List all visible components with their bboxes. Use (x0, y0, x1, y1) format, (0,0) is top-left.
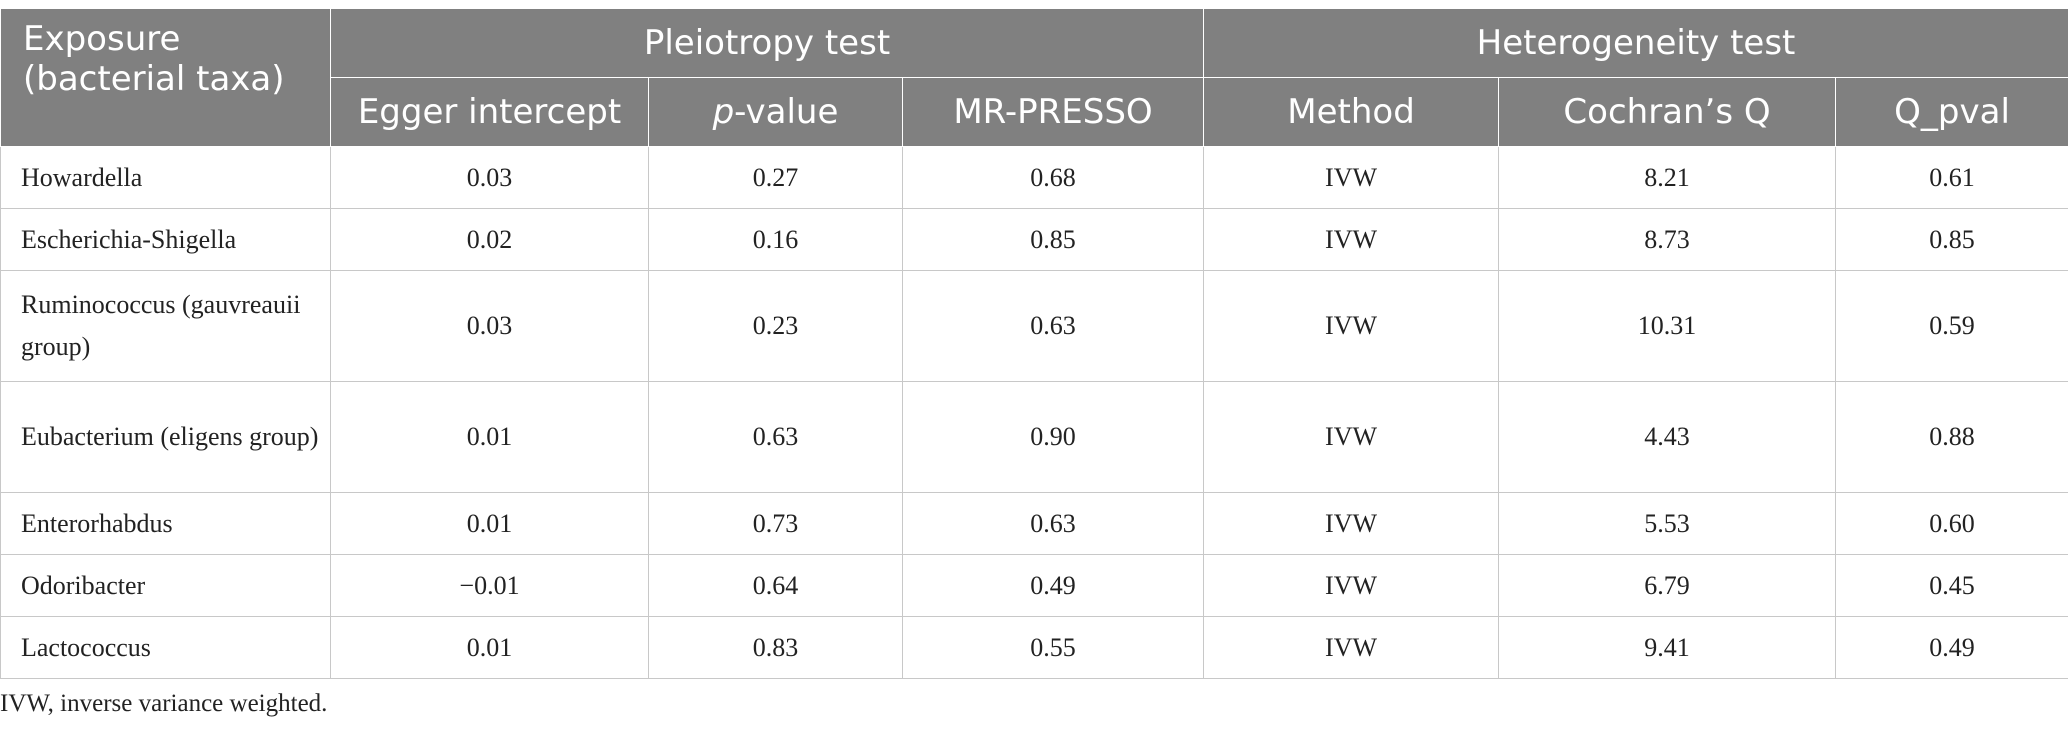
cell-p-value: 0.83 (648, 616, 903, 679)
cell-q-pval: 0.45 (1835, 554, 2068, 617)
cell-taxon: Odoribacter (0, 554, 331, 617)
cell-method: IVW (1203, 492, 1500, 555)
header-row-groups: Exposure (bacterial taxa) Pleiotropy tes… (0, 8, 2068, 147)
cell-q-pval: 0.88 (1835, 381, 2068, 493)
cell-cochrans-q: 9.41 (1498, 616, 1837, 679)
cell-mr-presso: 0.63 (901, 270, 1205, 382)
cell-mr-presso: 0.49 (901, 554, 1205, 617)
cell-egger: 0.03 (330, 270, 649, 382)
header-exposure: Exposure (bacterial taxa) (0, 8, 331, 147)
table-row: Lactococcus 0.01 0.83 0.55 IVW 9.41 0.49 (0, 616, 2068, 679)
cell-cochrans-q: 10.31 (1498, 270, 1837, 382)
table-row: Odoribacter −0.01 0.64 0.49 IVW 6.79 0.4… (0, 554, 2068, 617)
pleiotropy-heterogeneity-table: Exposure (bacterial taxa) Pleiotropy tes… (0, 8, 2068, 679)
cell-q-pval: 0.59 (1835, 270, 2068, 382)
cell-egger: 0.03 (330, 146, 649, 209)
table-row: Ruminococcus (gauvreauii group) 0.03 0.2… (0, 270, 2068, 382)
table-row: Eubacterium (eligens group) 0.01 0.63 0.… (0, 381, 2068, 493)
cell-mr-presso: 0.68 (901, 146, 1205, 209)
cell-q-pval: 0.61 (1835, 146, 2068, 209)
header-row-columns: Egger intercept p-value MR-PRESSO Method… (1, 77, 2068, 147)
table-footnote: IVW, inverse variance weighted. (0, 690, 328, 717)
cell-method: IVW (1203, 554, 1500, 617)
header-p-italic: p (712, 92, 735, 132)
cell-egger: 0.02 (330, 208, 649, 271)
table-header: Exposure (bacterial taxa) Pleiotropy tes… (0, 8, 2068, 147)
cell-method: IVW (1203, 616, 1500, 679)
cell-taxon: Lactococcus (0, 616, 331, 679)
cell-egger: 0.01 (330, 616, 649, 679)
cell-mr-presso: 0.90 (901, 381, 1205, 493)
cell-cochrans-q: 4.43 (1498, 381, 1837, 493)
table-row: Enterorhabdus 0.01 0.73 0.63 IVW 5.53 0.… (0, 492, 2068, 555)
cell-cochrans-q: 5.53 (1498, 492, 1837, 555)
cell-taxon: Ruminococcus (gauvreauii group) (0, 270, 331, 382)
cell-taxon: Eubacterium (eligens group) (0, 381, 331, 493)
cell-mr-presso: 0.63 (901, 492, 1205, 555)
cell-method: IVW (1203, 146, 1500, 209)
cell-q-pval: 0.85 (1835, 208, 2068, 271)
header-mr-presso: MR-PRESSO (901, 77, 1205, 147)
cell-taxon: Howardella (0, 146, 331, 209)
cell-p-value: 0.73 (648, 492, 903, 555)
cell-egger: 0.01 (330, 492, 649, 555)
header-q-pval: Q_pval (1835, 77, 2068, 147)
table-row: Escherichia-Shigella 0.02 0.16 0.85 IVW … (0, 208, 2068, 271)
cell-p-value: 0.63 (648, 381, 903, 493)
cell-p-value: 0.23 (648, 270, 903, 382)
header-p-value: p-value (648, 77, 903, 147)
cell-q-pval: 0.49 (1835, 616, 2068, 679)
table-row: Howardella 0.03 0.27 0.68 IVW 8.21 0.61 (0, 146, 2068, 209)
header-cochrans-q: Cochran’s Q (1498, 77, 1837, 147)
cell-taxon: Escherichia-Shigella (0, 208, 331, 271)
cell-method: IVW (1203, 208, 1500, 271)
cell-egger: 0.01 (330, 381, 649, 493)
cell-p-value: 0.27 (648, 146, 903, 209)
cell-p-value: 0.16 (648, 208, 903, 271)
header-group-heterogeneity: Heterogeneity test (1203, 8, 2068, 78)
header-group-pleiotropy: Pleiotropy test (329, 8, 1205, 78)
header-method: Method (1203, 77, 1500, 147)
results-table-container: Exposure (bacterial taxa) Pleiotropy tes… (0, 8, 2068, 679)
header-egger-intercept: Egger intercept (330, 77, 649, 147)
cell-mr-presso: 0.85 (901, 208, 1205, 271)
table-body: Howardella 0.03 0.27 0.68 IVW 8.21 0.61 … (0, 146, 2068, 679)
cell-method: IVW (1203, 381, 1500, 493)
cell-cochrans-q: 8.73 (1498, 208, 1837, 271)
cell-cochrans-q: 6.79 (1498, 554, 1837, 617)
header-p-rest: -value (734, 92, 839, 132)
cell-egger: −0.01 (330, 554, 649, 617)
cell-p-value: 0.64 (648, 554, 903, 617)
cell-q-pval: 0.60 (1835, 492, 2068, 555)
cell-method: IVW (1203, 270, 1500, 382)
cell-mr-presso: 0.55 (901, 616, 1205, 679)
cell-taxon: Enterorhabdus (0, 492, 331, 555)
cell-cochrans-q: 8.21 (1498, 146, 1837, 209)
